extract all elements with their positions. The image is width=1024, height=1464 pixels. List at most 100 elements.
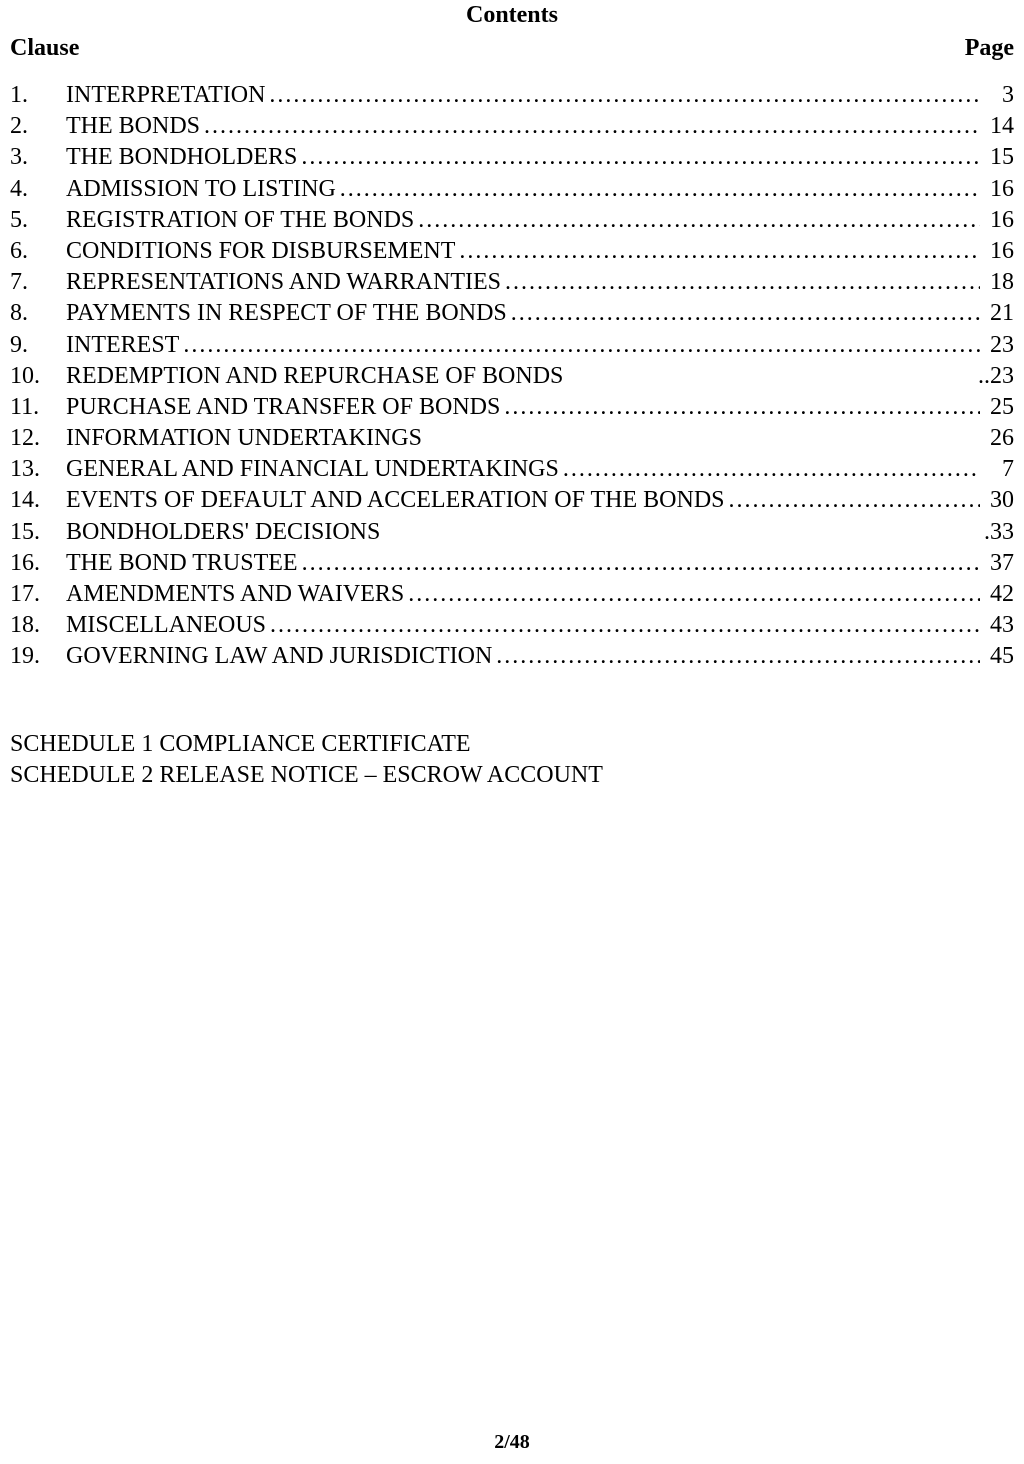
toc-title: THE BONDS [66,111,204,142]
toc-leader [418,205,980,236]
toc-number: 17. [10,579,66,610]
header-clause: Clause [10,35,79,62]
toc-page: 14 [980,111,1014,142]
toc-title: BONDHOLDERS' DECISIONS [66,517,384,548]
toc-leader [505,267,980,298]
toc-title: EVENTS OF DEFAULT AND ACCELERATION OF TH… [66,485,729,516]
toc-page: 45 [980,641,1014,672]
toc-number: 10. [10,361,66,392]
toc-row: 19.GOVERNING LAW AND JURISDICTION 45 [10,641,1014,672]
toc-page: 16 [980,174,1014,205]
toc-number: 2. [10,111,66,142]
toc-row: 4.ADMISSION TO LISTING 16 [10,174,1014,205]
toc-leader [511,298,980,329]
toc-row: 2.THE BONDS 14 [10,111,1014,142]
toc-title: INFORMATION UNDERTAKINGS [66,423,426,454]
toc-row: 13.GENERAL AND FINANCIAL UNDERTAKINGS 7 [10,454,1014,485]
toc-row: 18.MISCELLANEOUS 43 [10,610,1014,641]
toc-row: 8.PAYMENTS IN RESPECT OF THE BONDS 21 [10,298,1014,329]
toc-number: 12. [10,423,66,454]
toc-number: 19. [10,641,66,672]
toc-title: PURCHASE AND TRANSFER OF BONDS [66,392,504,423]
toc-row: 6.CONDITIONS FOR DISBURSEMENT 16 [10,236,1014,267]
toc-page: 23 [980,330,1014,361]
toc-leader [340,174,980,205]
toc-page: 42 [980,579,1014,610]
toc-number: 13. [10,454,66,485]
toc-number: 11. [10,392,66,423]
toc-page: 15 [980,142,1014,173]
toc-title: MISCELLANEOUS [66,610,270,641]
toc-number: 8. [10,298,66,329]
toc-page: 16 [980,236,1014,267]
toc-leader [183,330,980,361]
toc-title: THE BONDHOLDERS [66,142,301,173]
contents-title: Contents [8,0,1016,35]
toc-row: 11.PURCHASE AND TRANSFER OF BONDS 25 [10,392,1014,423]
toc-leader [269,80,980,111]
toc-row: 10.REDEMPTION AND REPURCHASE OF BONDS ..2… [10,361,1014,392]
toc-number: 18. [10,610,66,641]
toc-list: 1.INTERPRETATION32.THE BONDS143.THE BOND… [8,80,1016,673]
toc-row: 15.BONDHOLDERS' DECISIONS .33 [10,517,1014,548]
toc-title: INTERPRETATION [66,80,269,111]
toc-title: PAYMENTS IN RESPECT OF THE BONDS [66,298,511,329]
toc-title: REDEMPTION AND REPURCHASE OF BONDS [66,361,567,392]
toc-leader [270,610,980,641]
toc-number: 5. [10,205,66,236]
toc-page: 37 [980,548,1014,579]
toc-leader [729,485,981,516]
toc-page: 26 [980,423,1014,454]
toc-row: 7.REPRESENTATIONS AND WARRANTIES 18 [10,267,1014,298]
toc-title: REPRESENTATIONS AND WARRANTIES [66,267,505,298]
toc-title: CONDITIONS FOR DISBURSEMENT [66,236,459,267]
toc-row: 16.THE BOND TRUSTEE 37 [10,548,1014,579]
toc-page: 25 [980,392,1014,423]
toc-page: 30 [980,485,1014,516]
toc-number: 14. [10,485,66,516]
toc-title: AMENDMENTS AND WAIVERS [66,579,408,610]
toc-number: 7. [10,267,66,298]
toc-title: GOVERNING LAW AND JURISDICTION [66,641,496,672]
toc-row: 12.INFORMATION UNDERTAKINGS 26 [10,423,1014,454]
schedule-line: SCHEDULE 1 COMPLIANCE CERTIFICATE [10,729,1014,760]
schedules-block: SCHEDULE 1 COMPLIANCE CERTIFICATESCHEDUL… [8,673,1016,791]
toc-number: 16. [10,548,66,579]
toc-number: 15. [10,517,66,548]
toc-title: THE BOND TRUSTEE [66,548,302,579]
toc-page: 16 [980,205,1014,236]
toc-title: ADMISSION TO LISTING [66,174,340,205]
toc-title: GENERAL AND FINANCIAL UNDERTAKINGS [66,454,563,485]
toc-leader [408,579,980,610]
toc-page: .33 [980,517,1014,548]
toc-page: 7 [980,454,1014,485]
toc-row: 5.REGISTRATION OF THE BONDS16 [10,205,1014,236]
toc-page: ..23 [976,361,1014,392]
toc-number: 1. [10,80,66,111]
page-footer: 2/48 [0,1431,1024,1454]
toc-row: 3.THE BONDHOLDERS 15 [10,142,1014,173]
toc-number: 6. [10,236,66,267]
toc-page: 21 [980,298,1014,329]
header-page: Page [965,35,1014,62]
toc-number: 4. [10,174,66,205]
toc-leader [563,454,980,485]
schedule-line: SCHEDULE 2 RELEASE NOTICE – ESCROW ACCOU… [10,760,1014,791]
page: Contents Clause Page 1.INTERPRETATION32.… [0,0,1024,1464]
toc-leader [496,641,980,672]
toc-page: 3 [980,80,1014,111]
toc-page: 43 [980,610,1014,641]
toc-page: 18 [980,267,1014,298]
toc-leader [459,236,980,267]
toc-leader [204,111,980,142]
toc-number: 9. [10,330,66,361]
toc-number: 3. [10,142,66,173]
toc-leader [302,548,980,579]
toc-leader [301,142,980,173]
toc-row: 17.AMENDMENTS AND WAIVERS 42 [10,579,1014,610]
toc-title: INTEREST [66,330,183,361]
toc-row: 9.INTEREST 23 [10,330,1014,361]
toc-leader [504,392,980,423]
toc-header: Clause Page [8,35,1016,80]
toc-row: 14.EVENTS OF DEFAULT AND ACCELERATION OF… [10,485,1014,516]
